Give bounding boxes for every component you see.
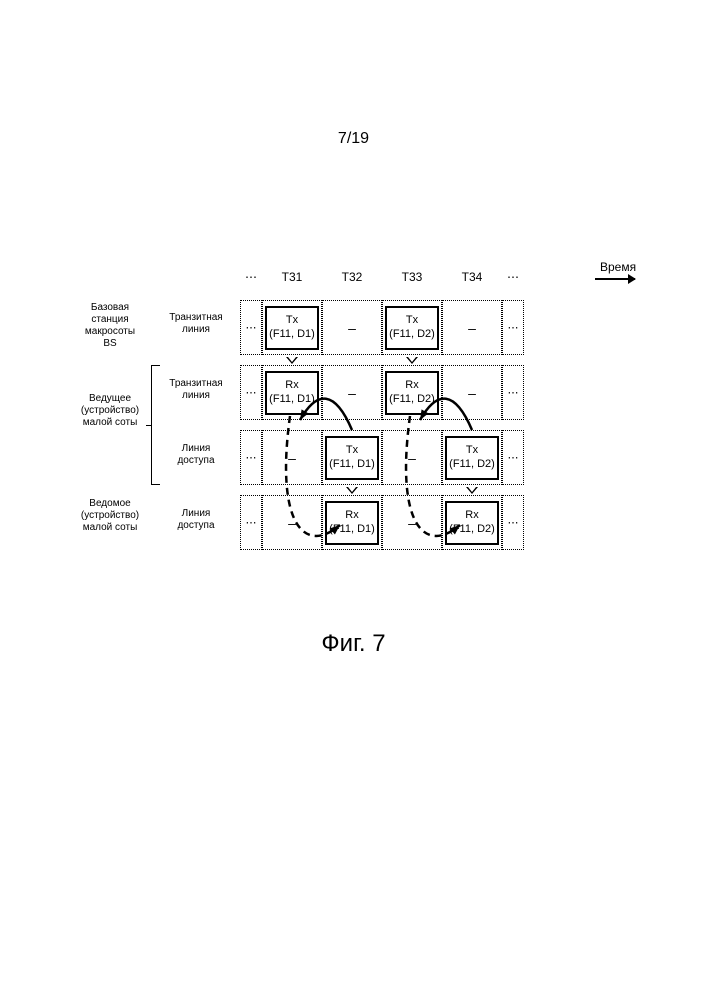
grid-cell: Tx(F11, D2)	[442, 430, 502, 485]
ellipsis: ⋯	[240, 270, 262, 284]
time-arrow-icon	[595, 278, 635, 280]
dash: –	[288, 515, 296, 531]
grid-cell: Rx(F11, D1)	[322, 495, 382, 550]
grid-cell: –	[262, 495, 322, 550]
brace	[151, 365, 159, 485]
txrx-box: Tx(F11, D1)	[325, 436, 379, 480]
minor-label: Транзитнаялиния	[162, 312, 230, 336]
txrx-box: Tx(F11, D2)	[445, 436, 499, 480]
cell-ellipsis: ⋯	[240, 430, 262, 485]
grid-cell: –	[322, 365, 382, 420]
triangle-icon	[466, 487, 478, 494]
ellipsis: ⋯	[502, 270, 524, 284]
minor-label: Линиядоступа	[162, 443, 230, 467]
dash: –	[468, 385, 476, 401]
dash: –	[468, 320, 476, 336]
col-header: T34	[442, 270, 502, 284]
grid-cell: –	[322, 300, 382, 355]
txrx-box: Tx(F11, D1)	[265, 306, 319, 350]
cell-ellipsis: ⋯	[240, 365, 262, 420]
col-headers: ⋯T31T32T33T34⋯	[240, 270, 590, 300]
cell-ellipsis: ⋯	[502, 430, 524, 485]
txrx-box: Tx(F11, D2)	[385, 306, 439, 350]
dash: –	[288, 450, 296, 466]
minor-label: Линиядоступа	[162, 508, 230, 532]
dash: –	[348, 385, 356, 401]
dash: –	[348, 320, 356, 336]
triangle-icon	[406, 357, 418, 364]
grid-row: ⋯–Rx(F11, D1)–Rx(F11, D2)⋯	[240, 495, 590, 550]
txrx-box: Rx(F11, D1)	[325, 501, 379, 545]
dash: –	[408, 515, 416, 531]
cell-ellipsis: ⋯	[240, 495, 262, 550]
dash: –	[408, 450, 416, 466]
col-header: T32	[322, 270, 382, 284]
cell-ellipsis: ⋯	[240, 300, 262, 355]
grid-cell: Tx(F11, D2)	[382, 300, 442, 355]
timing-diagram: БазоваястанциямакросотыBS Ведущее(устройс…	[70, 250, 650, 600]
txrx-box: Rx(F11, D2)	[445, 501, 499, 545]
col-header: T31	[262, 270, 322, 284]
cell-ellipsis: ⋯	[502, 495, 524, 550]
grid-cell: Rx(F11, D2)	[382, 365, 442, 420]
minor-label: Транзитнаялиния	[162, 378, 230, 402]
grid-cell: Tx(F11, D1)	[262, 300, 322, 355]
grid-row: ⋯Rx(F11, D1)–Rx(F11, D2)–⋯	[240, 365, 590, 420]
grid-row: ⋯–Tx(F11, D1)–Tx(F11, D2)⋯	[240, 430, 590, 485]
page-number: 7/19	[338, 130, 369, 148]
grid-cell: Rx(F11, D1)	[262, 365, 322, 420]
grid-cell: –	[382, 430, 442, 485]
major-label: Ведущее(устройство)малой соты	[70, 393, 150, 429]
cell-ellipsis: ⋯	[502, 365, 524, 420]
col-header: T33	[382, 270, 442, 284]
grid-cell: Rx(F11, D2)	[442, 495, 502, 550]
time-axis-label: Время	[600, 260, 636, 274]
figure-caption: Фиг. 7	[321, 630, 385, 658]
triangle-icon	[286, 357, 298, 364]
grid-cell: –	[262, 430, 322, 485]
major-label: БазоваястанциямакросотыBS	[70, 302, 150, 350]
cell-ellipsis: ⋯	[502, 300, 524, 355]
txrx-box: Rx(F11, D2)	[385, 371, 439, 415]
grid-row: ⋯Tx(F11, D1)–Tx(F11, D2)–⋯	[240, 300, 590, 355]
grid-cell: Tx(F11, D1)	[322, 430, 382, 485]
timing-grid: ⋯T31T32T33T34⋯ ⋯Tx(F11, D1)–Tx(F11, D2)–…	[240, 270, 590, 560]
major-label: Ведомое(устройство)малой соты	[70, 498, 150, 534]
grid-body: ⋯Tx(F11, D1)–Tx(F11, D2)–⋯⋯Rx(F11, D1)–R…	[240, 300, 590, 560]
txrx-box: Rx(F11, D1)	[265, 371, 319, 415]
grid-cell: –	[382, 495, 442, 550]
grid-cell: –	[442, 365, 502, 420]
grid-cell: –	[442, 300, 502, 355]
triangle-icon	[346, 487, 358, 494]
